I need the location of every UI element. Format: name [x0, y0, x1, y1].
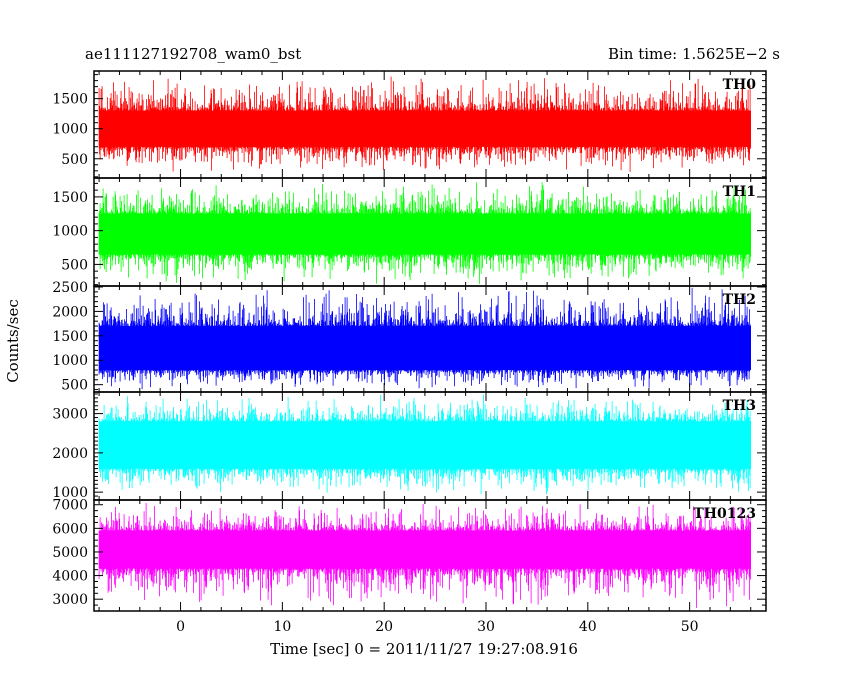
- panel-th0: 500 1000 1500 TH0: [52, 70, 767, 179]
- panel-label: TH0: [723, 77, 757, 93]
- series-core-th0: [99, 110, 751, 147]
- x-axis-label: Time [sec] 0 = 2011/11/27 19:27:08.916: [270, 640, 578, 658]
- x-tick-label: 30: [477, 619, 495, 635]
- x-tick-label: 10: [273, 619, 291, 635]
- series-core-th3: [99, 421, 751, 469]
- y-tick-label: 5000: [52, 545, 88, 561]
- panel-th2: 500 1000 1500 2000 2500 TH2: [52, 280, 767, 394]
- panel-label: TH2: [723, 292, 756, 308]
- panel-th0123: 3000 4000 5000 6000 7000 TH0123: [52, 498, 767, 612]
- y-tick-label: 1000: [52, 485, 88, 501]
- x-tick-label: 20: [375, 619, 393, 635]
- series-core-th2: [99, 326, 751, 371]
- y-tick-label: 500: [61, 257, 88, 273]
- y-tick-label: 1500: [52, 92, 88, 108]
- y-tick-label: 2000: [52, 304, 88, 320]
- y-tick-label: 500: [61, 152, 88, 168]
- panel-label: TH3: [723, 398, 756, 414]
- panel-label: TH0123: [693, 506, 756, 522]
- x-tick-label: 0: [176, 619, 185, 635]
- y-tick-label: 1000: [52, 122, 88, 138]
- y-tick-label: 1500: [52, 329, 88, 345]
- y-tick-label: 2000: [52, 446, 88, 462]
- y-tick-label: 3000: [52, 407, 88, 423]
- series-core-th0123: [99, 530, 751, 569]
- panel-th3: 1000 2000 3000 TH3: [52, 391, 767, 501]
- y-tick-label: 500: [61, 378, 88, 394]
- y-tick-label: 3000: [52, 592, 88, 608]
- panel-label: TH1: [723, 184, 756, 200]
- y-tick-label: 1000: [52, 224, 88, 240]
- y-tick-label: 4000: [52, 569, 88, 585]
- bin-time-label: Bin time: 1.5625E−2 s: [608, 45, 780, 63]
- y-tick-label: 1000: [52, 353, 88, 369]
- y-tick-label: 6000: [52, 521, 88, 537]
- x-tick-label: 50: [681, 619, 699, 635]
- y-axis-label: Counts/sec: [4, 299, 22, 383]
- panel-th1: 500 1000 1500 TH1: [52, 177, 767, 287]
- y-tick-label: 1500: [52, 190, 88, 206]
- chart-title: ae111127192708_wam0_bst: [85, 45, 301, 63]
- y-tick-label: 7000: [52, 498, 88, 514]
- y-tick-label: 2500: [52, 280, 88, 296]
- panel-frame: [93, 499, 767, 612]
- series-core-th1: [99, 213, 751, 255]
- x-tick-label: 40: [579, 619, 597, 635]
